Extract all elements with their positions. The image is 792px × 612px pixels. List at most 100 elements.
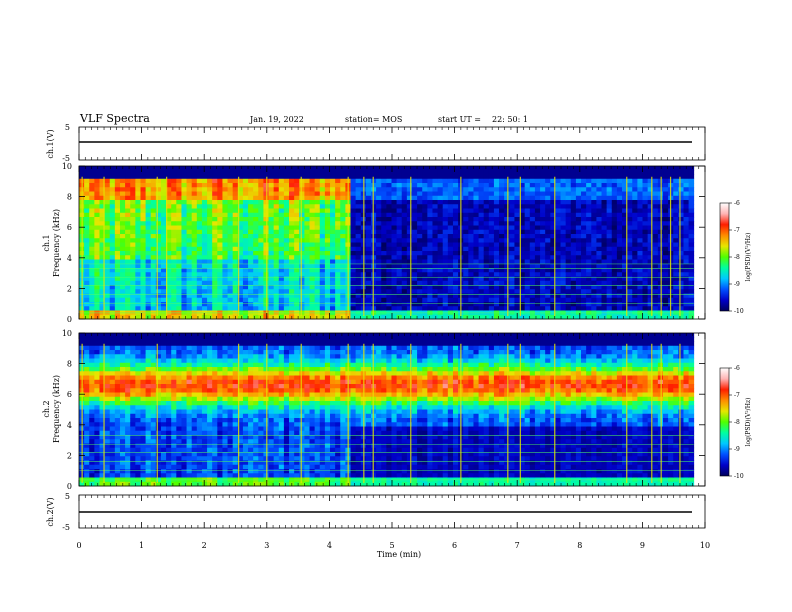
ch.1-cell	[683, 302, 690, 307]
ch.1-cell	[340, 293, 346, 299]
ch.1-cell	[278, 217, 285, 222]
ch.1-cell	[401, 229, 408, 235]
ch.2-cell	[140, 392, 146, 398]
ch.1-cell	[483, 259, 490, 265]
ch.1-cell	[294, 217, 300, 222]
ch.1-cell	[657, 166, 664, 171]
ch1-ytick-label: 8	[67, 193, 72, 202]
ch.1-cell	[289, 255, 295, 260]
ch.1-cell	[427, 306, 433, 311]
ch.1-cell	[442, 272, 449, 277]
ch.1-cell	[89, 289, 95, 294]
ch.1-cell	[386, 259, 392, 265]
ch.2-cell	[109, 422, 116, 427]
ch.1-cell	[94, 276, 100, 282]
ch.1-cell	[417, 242, 423, 248]
ch.2-cell	[155, 452, 162, 457]
ch.1-cell	[99, 293, 106, 299]
ch.1-cell	[324, 246, 331, 252]
ch.1-cell	[616, 263, 623, 269]
ch.1-cell	[499, 238, 505, 243]
ch.1-cell	[575, 217, 582, 222]
ch.1-cell	[463, 280, 469, 286]
ch.1-cell	[447, 166, 454, 171]
ch.1-cell	[673, 166, 679, 171]
ch.1-cell	[468, 306, 474, 311]
ch.1-cell	[663, 204, 669, 209]
ch.1-cell	[283, 268, 290, 273]
ch.1-cell	[396, 251, 403, 256]
ch.1-cell	[186, 200, 193, 205]
ch1-waveform-label: ch.1(V)	[46, 129, 55, 158]
ch.1-cell	[166, 178, 172, 184]
ch.2-cell	[89, 401, 95, 406]
ch.1-cell	[166, 208, 172, 214]
ch.1-cell	[150, 314, 157, 320]
ch.1-cell	[524, 289, 531, 294]
ch.1-cell	[637, 208, 643, 214]
ch.1-cell	[555, 195, 561, 201]
ch.1-cell	[406, 246, 413, 252]
ch.1-cell	[263, 289, 269, 294]
ch.1-cell	[483, 302, 490, 307]
ch.1-cell	[606, 293, 613, 299]
ch.1-cell	[550, 280, 556, 286]
ch.1-cell	[94, 259, 100, 265]
ch.1-cell	[555, 208, 561, 214]
start-label: start UT =	[438, 115, 481, 124]
ch.1-cell	[447, 217, 454, 222]
ch.1-cell	[514, 242, 520, 248]
ch.1-cell	[94, 183, 100, 188]
ch.1-cell	[335, 170, 341, 175]
ch.1-cell	[647, 314, 654, 320]
ch.1-cell	[534, 302, 541, 307]
ch.1-cell	[109, 204, 116, 209]
ch.2-cell	[119, 384, 126, 389]
ch.1-cell	[355, 280, 362, 286]
ch.1-cell	[283, 200, 290, 205]
ch.1-cell	[386, 217, 392, 222]
ch.1-cell	[642, 272, 649, 277]
ch.2-cell	[99, 367, 106, 372]
ch.2-cell	[119, 422, 126, 427]
ch.1-cell	[611, 306, 618, 311]
ch.1-cell	[406, 293, 413, 299]
ch.1-cell	[555, 174, 561, 180]
ch.1-cell	[176, 170, 182, 175]
ch.1-cell	[534, 280, 541, 286]
ch.2-cell	[140, 435, 146, 440]
ch.1-cell	[104, 178, 111, 184]
ch.1-cell	[473, 297, 479, 303]
ch.1-cell	[268, 289, 275, 294]
ch.1-cell	[289, 204, 295, 209]
ch.1-cell	[606, 217, 613, 222]
ch.1-cell	[114, 289, 121, 294]
ch.1-cell	[222, 289, 228, 294]
ch.1-cell	[350, 191, 357, 197]
ch.1-cell	[268, 191, 275, 197]
ch.1-cell	[314, 178, 321, 184]
ch.1-cell	[119, 204, 126, 209]
ch.1-cell	[401, 178, 408, 184]
ch.1-cell	[637, 302, 643, 307]
ch.1-cell	[278, 314, 285, 320]
ch.1-cell	[84, 280, 90, 286]
ch.1-cell	[616, 246, 623, 252]
ch.1-cell	[324, 242, 331, 248]
ch.1-cell	[611, 229, 618, 235]
ch.1-cell	[575, 285, 582, 290]
ch.1-cell	[606, 178, 613, 184]
ch.1-cell	[493, 263, 500, 269]
ch.1-cell	[119, 212, 126, 218]
ch.1-cell	[314, 187, 321, 192]
ch.1-cell	[309, 191, 316, 197]
ch.1-cell	[314, 255, 321, 260]
ch.1-cell	[406, 195, 413, 201]
ch.1-cell	[114, 272, 121, 277]
ch.1-cell	[268, 187, 275, 192]
ch.1-cell	[683, 246, 690, 252]
ch.1-cell	[545, 217, 551, 222]
ch.1-cell	[130, 255, 136, 260]
ch.1-cell	[258, 289, 264, 294]
ch.1-cell	[591, 263, 597, 269]
